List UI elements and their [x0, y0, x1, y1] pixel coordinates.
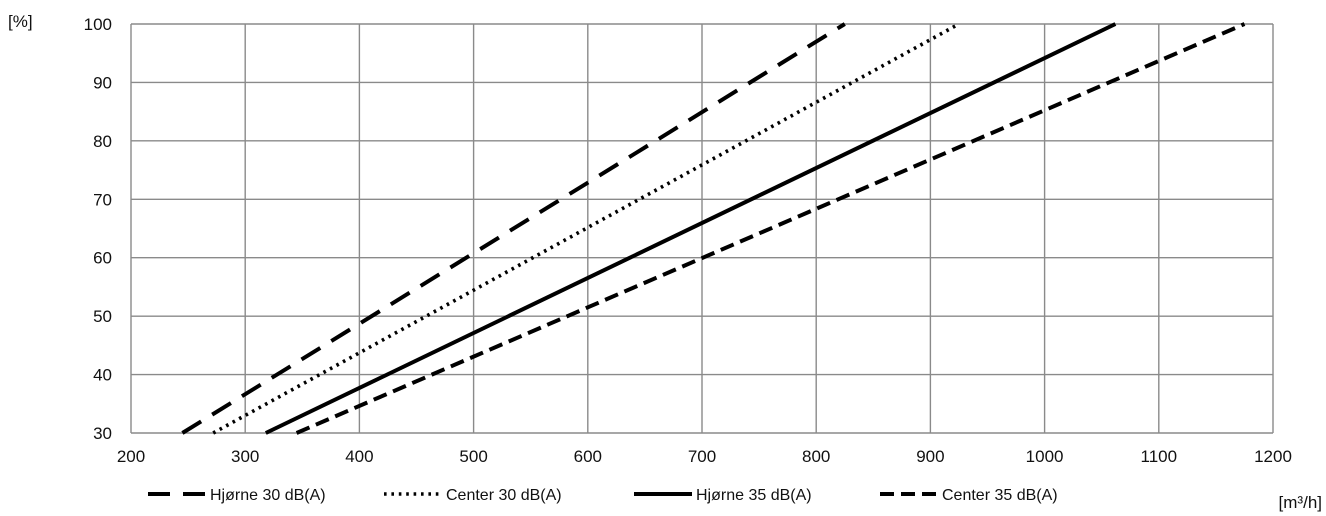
x-tick-label: 600 [574, 447, 602, 466]
y-tick-label: 90 [93, 73, 112, 92]
y-tick-label: 50 [93, 307, 112, 326]
x-tick-labels: 200 300 400 500 600 700 800 900 1000 1100 1200 [117, 447, 1292, 466]
series-line-2 [212, 22, 960, 435]
x-tick-label: 300 [231, 447, 259, 466]
x-tick-label: 1100 [1141, 447, 1178, 466]
series-line-4 [295, 22, 1246, 435]
y-axis-unit: [%] [8, 12, 33, 31]
x-tick-label: 700 [688, 447, 716, 466]
x-axis-unit: [m³/h] [1279, 493, 1322, 512]
y-tick-label: 60 [93, 249, 112, 268]
series-line-1 [181, 22, 846, 435]
y-tick-label: 100 [84, 15, 112, 34]
x-tick-label: 1200 [1254, 447, 1292, 466]
x-tick-label: 500 [459, 447, 487, 466]
legend-label-1: Hjørne 30 dB(A) [210, 487, 326, 504]
series-line-3 [264, 22, 1117, 435]
x-tick-label: 900 [916, 447, 944, 466]
y-tick-label: 40 [93, 366, 112, 385]
y-tick-label: 70 [93, 190, 112, 209]
series-lines [181, 22, 1246, 435]
y-tick-label: 30 [93, 424, 112, 443]
legend-label-3: Hjørne 35 dB(A) [696, 487, 812, 504]
x-tick-label: 200 [117, 447, 145, 466]
grid [130, 23, 1274, 434]
x-tick-label: 400 [345, 447, 373, 466]
x-tick-label: 800 [802, 447, 830, 466]
x-tick-label: 1000 [1026, 447, 1064, 466]
legend-label-4: Center 35 dB(A) [942, 487, 1058, 504]
legend-label-2: Center 30 dB(A) [446, 487, 562, 504]
y-tick-labels: 30 40 50 60 70 80 90 100 [84, 15, 112, 443]
y-tick-label: 80 [93, 132, 112, 151]
legend: Hjørne 30 dB(A) Center 30 dB(A) Hjørne 35 … [148, 487, 1058, 504]
